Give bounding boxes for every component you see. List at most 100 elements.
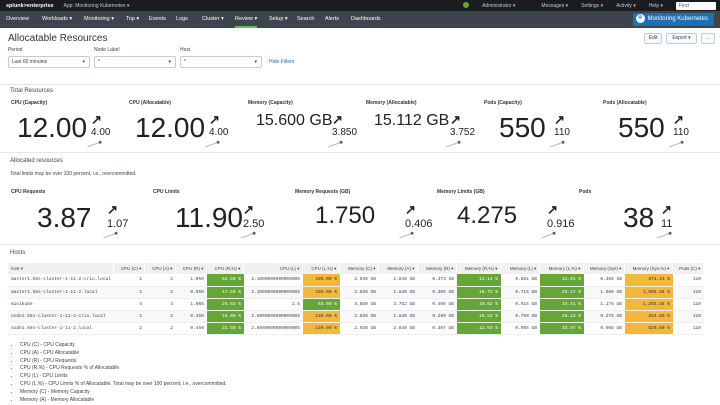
overcommit-note: Total limits may be over 100 percent, i.… xyxy=(10,171,137,177)
metric-delta: 2.50 xyxy=(243,218,265,230)
column-header[interactable]: Memory (Sys,%) ▾ xyxy=(624,263,674,274)
table-row[interactable]: node1.k8s-cluster-1-11-2-crio.local 2 2 0.3… xyxy=(8,310,704,323)
activity-menu[interactable]: Activity ▾ xyxy=(616,2,636,9)
table-cell: 2 xyxy=(144,286,176,299)
nav-workloads[interactable]: Workloads ▾ xyxy=(42,16,73,22)
legend-item: CPU (L,%) - CPU Limits % of Allocatable.… xyxy=(20,381,227,389)
table-cell: 2.1000000000000005 xyxy=(243,286,303,299)
metric-value: 38 xyxy=(623,202,655,233)
column-header[interactable]: Memory (R,%) ▾ xyxy=(456,263,502,274)
column-header[interactable]: CPU (R) ▾ xyxy=(175,263,208,274)
export-button[interactable]: Export ▾ xyxy=(666,33,697,44)
table-cell: 110 xyxy=(672,310,704,323)
table-row[interactable]: minikube 4 4 1.065 26.63 % 2.5 63.00 % 3.850 GB… xyxy=(8,298,704,311)
arrow-up-right-icon: ↗ xyxy=(332,112,343,127)
page-title: Allocatable Resources xyxy=(8,33,108,44)
arrow-up-right-icon: ↗ xyxy=(554,112,565,127)
more-button[interactable]: ... xyxy=(701,33,715,44)
nav-review[interactable]: Review ▾ xyxy=(235,11,258,28)
nav-search[interactable]: Search xyxy=(297,16,315,22)
metric-delta: 1.07 xyxy=(107,218,129,230)
column-header[interactable]: Memory (L) ▾ xyxy=(500,263,541,274)
nav-setup[interactable]: Setup ▾ xyxy=(269,16,288,22)
metric-tile: Memory (Allocatable) 15.112 GB ↗ 3.752 xyxy=(366,100,480,150)
splunk-logo[interactable]: splunk>enterprise xyxy=(6,2,54,9)
table-cell: 52.50 % xyxy=(206,274,244,287)
nav-top[interactable]: Top ▾ xyxy=(126,16,140,22)
table-cell: 25.17 % xyxy=(539,286,584,299)
nav-alerts[interactable]: Alerts xyxy=(325,16,340,22)
metric-label: CPU Requests xyxy=(11,189,46,195)
metric-delta: 3.850 xyxy=(332,127,358,138)
column-header[interactable]: Memory (L,%) ▾ xyxy=(539,263,585,274)
host-select[interactable]: * ▾ xyxy=(180,56,262,68)
column-header[interactable]: host ▾ xyxy=(8,263,115,274)
column-header[interactable]: CPU (R,%) ▾ xyxy=(206,263,245,274)
host-cell[interactable]: master1.k8s-cluster-1-11-2.local xyxy=(8,286,114,299)
metric-tile: Pods 38 ↗ 11 xyxy=(579,189,717,241)
metric-tile: Memory Requests (GB) 1.750 ↗ 0.406 xyxy=(295,189,433,241)
metric-label: Pods xyxy=(579,189,592,195)
settings-menu[interactable]: Settings ▾ xyxy=(581,2,604,9)
panel-title: Allocated resources xyxy=(10,158,63,164)
host-cell[interactable]: node1.k8s-cluster-1-11-2-crio.local xyxy=(8,310,114,323)
table-cell: 2.938 GB xyxy=(339,274,379,287)
app-badge[interactable]: ✲ Monitoring Kubernetes xyxy=(632,13,714,26)
metric-value: 12.00 xyxy=(135,112,206,143)
table-cell: 0.965 GB xyxy=(500,322,540,335)
host-cell[interactable]: node1.k8s-cluster-1-11-2.local xyxy=(8,322,114,335)
user-menu[interactable]: Administrator ▾ xyxy=(463,2,528,9)
find-input[interactable]: Find xyxy=(676,1,716,10)
table-row[interactable]: node1.k8s-cluster-1-11-2.local 2 2 0.450 22.… xyxy=(8,322,704,335)
arrow-up-right-icon: ↗ xyxy=(405,202,416,217)
nav-overview[interactable]: Overview xyxy=(6,16,29,22)
node-label-select[interactable]: * ▾ xyxy=(94,56,176,68)
allocated-resources-panel: Allocated resources Total limits may be … xyxy=(0,152,720,244)
metric-value: 15.112 GB xyxy=(374,112,450,129)
sparkline-dot xyxy=(216,140,221,145)
nav-dashboards[interactable]: Dashboards xyxy=(351,16,381,22)
help-menu[interactable]: Help ▾ xyxy=(648,2,663,9)
table-cell: 2 xyxy=(144,322,176,335)
messages-menu[interactable]: Messages ▾ xyxy=(541,2,569,9)
table-row[interactable]: master1.k8s-cluster-1-11-2.local 2 2 0.950 4… xyxy=(8,286,704,299)
table-cell: 10.52 % xyxy=(456,310,501,323)
nav-cluster[interactable]: Cluster ▾ xyxy=(202,16,224,22)
table-cell: 2.840 GB xyxy=(378,310,418,323)
period-value: Last 60 minutes xyxy=(12,59,48,65)
host-cell[interactable]: minikube xyxy=(8,298,114,311)
column-header[interactable]: Memory (C) ▾ xyxy=(339,263,380,274)
nav-events[interactable]: Events xyxy=(149,16,166,22)
metric-value: 12.00 xyxy=(17,112,88,143)
nav-monitoring[interactable]: Monitoring ▾ xyxy=(84,16,114,22)
table-cell: 0.950 xyxy=(175,286,207,299)
table-cell: 47.50 % xyxy=(206,286,244,299)
column-header[interactable]: CPU (C) ▾ xyxy=(113,263,146,274)
table-row[interactable]: master1.k8s-cluster-1-11-2-crio.local 2 2 1… xyxy=(8,274,704,287)
arrow-up-right-icon: ↗ xyxy=(209,112,220,127)
column-header[interactable]: CPU (L) ▾ xyxy=(243,263,304,274)
app-menu[interactable]: App: Monitoring Kubernetes ▾ xyxy=(63,2,130,9)
table-cell: 0.356 GB xyxy=(583,274,625,287)
edit-button[interactable]: Edit xyxy=(644,33,662,44)
column-header[interactable]: CPU (A) ▾ xyxy=(144,263,177,274)
hide-filters-link[interactable]: Hide Filters xyxy=(269,59,295,65)
panel-title: Hosts xyxy=(10,250,26,256)
table-cell: 3.752 GB xyxy=(378,298,418,311)
column-header[interactable]: CPU (L,%) ▾ xyxy=(302,263,341,274)
column-header[interactable]: Memory (Sys) ▾ xyxy=(583,263,626,274)
table-cell: 2 xyxy=(144,310,176,323)
period-select[interactable]: Last 60 minutes ▾ xyxy=(8,56,90,68)
host-cell[interactable]: master1.k8s-cluster-1-11-2-crio.local xyxy=(8,274,114,287)
column-header[interactable]: Pods (C) ▾ xyxy=(672,263,705,274)
metric-delta: 110 xyxy=(673,127,689,138)
nav-logs[interactable]: Logs xyxy=(176,16,188,22)
column-header[interactable]: Memory (R) ▾ xyxy=(417,263,458,274)
node-label-label: Node Label xyxy=(94,47,120,53)
chevron-down-icon: ▾ xyxy=(168,59,171,65)
metric-label: CPU (Capacity) xyxy=(11,100,48,106)
column-header[interactable]: Memory (A) ▾ xyxy=(378,263,419,274)
period-label: Period xyxy=(8,47,23,53)
table-cell: 2.938 GB xyxy=(339,310,379,323)
kubernetes-icon: ✲ xyxy=(635,13,645,23)
